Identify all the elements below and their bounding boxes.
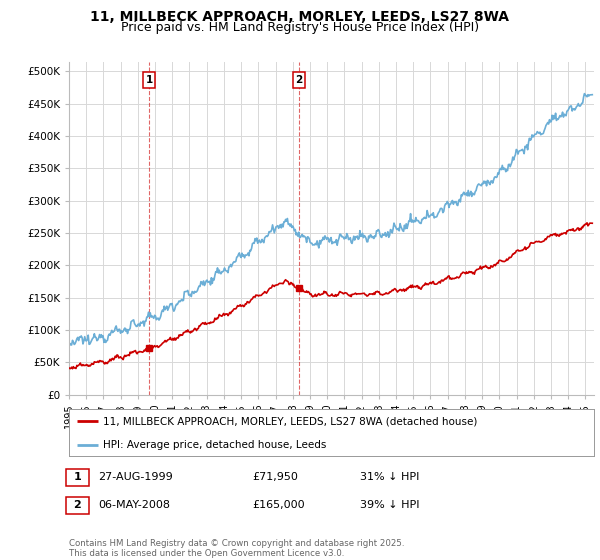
Text: 2: 2 bbox=[295, 75, 302, 85]
Text: 31% ↓ HPI: 31% ↓ HPI bbox=[360, 472, 419, 482]
Text: 11, MILLBECK APPROACH, MORLEY, LEEDS, LS27 8WA (detached house): 11, MILLBECK APPROACH, MORLEY, LEEDS, LS… bbox=[103, 416, 478, 426]
Text: Contains HM Land Registry data © Crown copyright and database right 2025.
This d: Contains HM Land Registry data © Crown c… bbox=[69, 539, 404, 558]
Text: 11, MILLBECK APPROACH, MORLEY, LEEDS, LS27 8WA: 11, MILLBECK APPROACH, MORLEY, LEEDS, LS… bbox=[91, 10, 509, 24]
Text: 1: 1 bbox=[74, 472, 81, 482]
Text: £71,950: £71,950 bbox=[252, 472, 298, 482]
Text: HPI: Average price, detached house, Leeds: HPI: Average price, detached house, Leed… bbox=[103, 440, 326, 450]
Text: Price paid vs. HM Land Registry's House Price Index (HPI): Price paid vs. HM Land Registry's House … bbox=[121, 21, 479, 34]
Text: 1: 1 bbox=[145, 75, 152, 85]
Text: 39% ↓ HPI: 39% ↓ HPI bbox=[360, 500, 419, 510]
Text: 27-AUG-1999: 27-AUG-1999 bbox=[98, 472, 173, 482]
Text: 06-MAY-2008: 06-MAY-2008 bbox=[98, 500, 170, 510]
Text: 2: 2 bbox=[74, 500, 81, 510]
Text: £165,000: £165,000 bbox=[252, 500, 305, 510]
